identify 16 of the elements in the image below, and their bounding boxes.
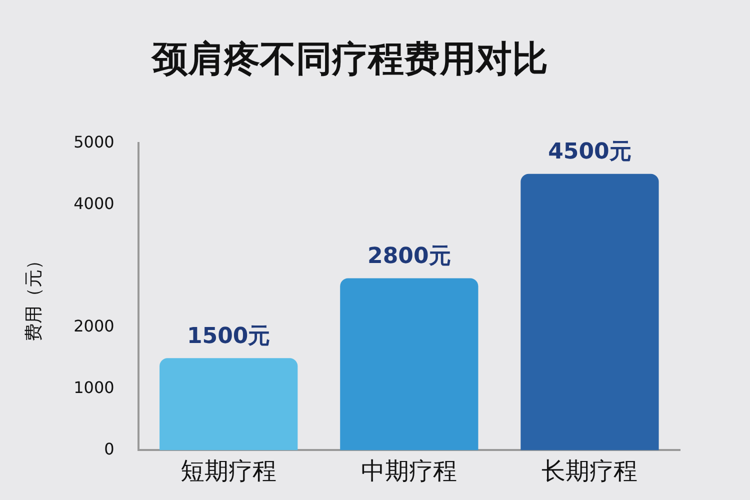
data-label: 2800元 <box>368 244 451 269</box>
y-tick-label: 2000 <box>74 316 114 336</box>
x-tick-label: 短期疗程 <box>180 456 277 485</box>
chart-title: 颈肩疼不同疗程费用对比 <box>150 38 548 80</box>
bar <box>520 174 659 450</box>
data-label: 4500元 <box>548 140 632 165</box>
bar <box>340 278 478 450</box>
y-tick-label: 0 <box>104 439 114 458</box>
y-tick-label: 1000 <box>74 378 114 397</box>
y-axis-title: 费用（元） <box>23 252 44 342</box>
y-tick-label: 5000 <box>74 132 114 152</box>
x-tick-label: 长期疗程 <box>542 456 638 485</box>
data-label: 1500元 <box>186 324 270 349</box>
bar <box>160 358 298 450</box>
x-tick-label: 中期疗程 <box>361 456 458 485</box>
y-tick-label: 4000 <box>74 194 114 213</box>
